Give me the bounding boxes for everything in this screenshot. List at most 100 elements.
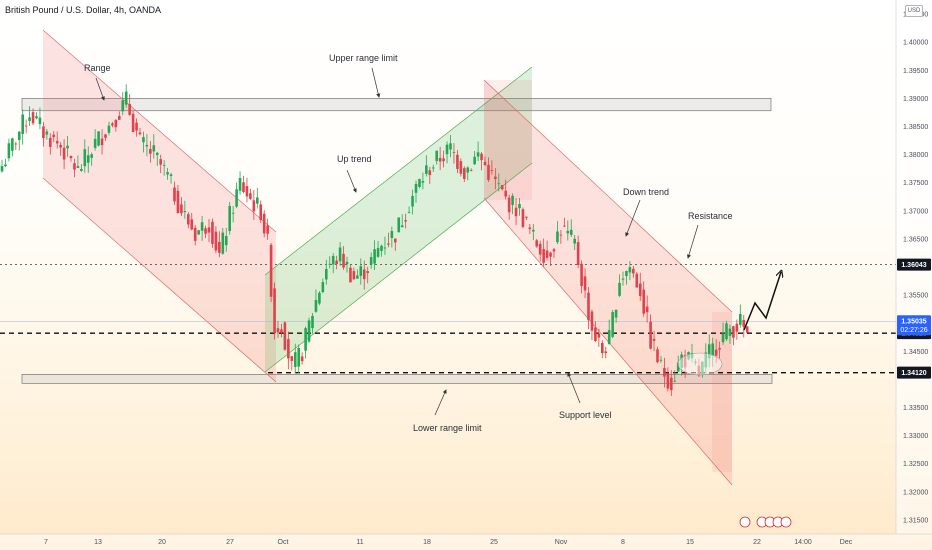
candle [549,251,552,266]
candle [421,172,425,190]
candle-body [573,238,576,244]
candle [618,274,621,297]
candle [131,110,135,133]
candle [480,152,483,171]
y-tick-label: 1.32500 [903,461,928,468]
candle-body [14,143,18,145]
candle-body [152,145,156,152]
down-trend-band [484,80,532,200]
candle [642,281,645,317]
candle-body [245,186,249,197]
candle [4,158,7,168]
candle [545,240,549,261]
y-tick-label: 1.38000 [903,152,928,159]
candle-body [487,164,490,180]
candle-body [118,116,121,120]
candle-body [28,117,31,121]
candle-body [563,225,566,227]
candle [404,213,407,229]
x-tick-label: 18 [423,539,431,546]
candle-body [435,150,438,161]
y-tick-label: 1.37000 [903,208,928,215]
resistance-price-tag[interactable] [897,258,931,271]
candle-body [238,177,242,191]
currency-badge[interactable]: USD [905,5,923,17]
candle [211,218,214,248]
candle [183,200,187,219]
candle-body [200,222,204,231]
consolidation-ellipse [677,352,723,376]
candle [559,229,563,244]
x-tick-label: 14:00 [794,539,812,546]
us-event-icon-4[interactable] [780,516,792,528]
candle [659,355,663,363]
candle [69,155,73,162]
candle [97,130,100,147]
down-trend-annotation: Down trend [623,187,669,197]
candle-body [421,180,425,183]
candle [580,260,583,294]
candle-body [532,229,535,232]
candle-body [83,149,87,167]
candle [28,106,31,126]
candle-body [24,125,28,127]
candle-body [173,187,176,202]
candle-body [397,217,401,233]
candle [118,111,121,120]
candle [142,131,145,153]
time-axis[interactable] [0,534,932,550]
candle [607,319,611,345]
candle-body [452,152,456,153]
candle-body [632,268,635,274]
current-price-tag[interactable] [897,315,931,336]
up-trend-arrow [346,169,357,193]
candle [259,200,263,223]
candle [342,246,345,270]
candle-body [604,351,608,354]
candle [162,160,166,176]
candle-body [149,148,152,154]
candle [197,229,200,236]
candle [728,324,732,344]
candle [583,268,587,299]
lower-range-limit-annotation: Lower range limit [413,423,482,433]
candle-body [507,197,511,213]
range-arrow [95,77,105,101]
uk-event-icon[interactable] [739,516,751,528]
candle [632,266,635,278]
candle-body [707,344,711,359]
candle-body [483,161,487,166]
support-price-tag[interactable] [897,366,931,379]
candle-body [318,292,321,304]
candle [335,255,338,270]
candle-body [42,126,45,139]
candle [652,330,656,352]
candle [628,261,632,281]
range-channel-bottom [42,177,277,383]
candle [390,226,394,248]
candle-body [331,255,335,265]
candle-body [387,243,390,245]
candle [35,112,38,120]
candle-body [93,138,97,148]
candle-body [242,182,245,193]
candle-body [76,166,80,168]
chart-title: British Pound / U.S. Dollar, 4h, OANDA [5,5,162,15]
candle-body [611,311,614,337]
candle [487,157,490,183]
candle [556,221,559,245]
candle-body [642,289,645,314]
candle-body [362,269,366,280]
candle [663,357,666,388]
candle [611,309,614,339]
candle-body [714,349,718,356]
candle-body [511,195,514,206]
candle [431,164,435,172]
candle-body [252,200,256,212]
candle [193,224,197,246]
candle-body [204,228,207,234]
candle [249,188,252,200]
candle [245,177,249,203]
y-tick-label: 1.36500 [903,236,928,243]
